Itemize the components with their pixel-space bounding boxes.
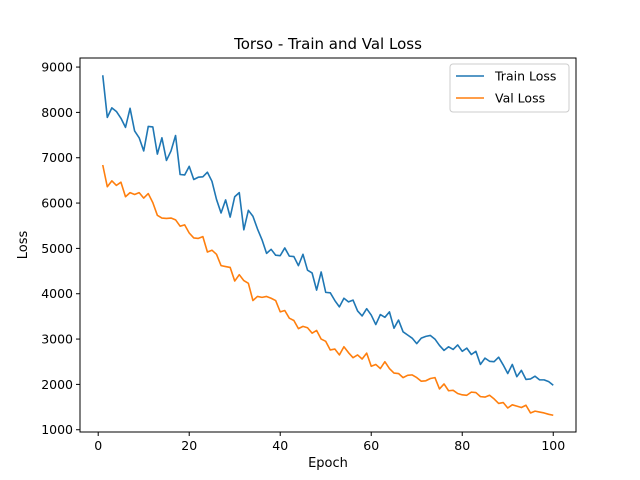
y-tick-label: 4000 [41, 286, 73, 301]
plot-area-frame [79, 57, 577, 433]
legend: Train Loss Val Loss [449, 63, 570, 113]
x-tick-label: 80 [454, 438, 470, 453]
x-tick-label: 60 [363, 438, 379, 453]
series-layer [101, 75, 554, 417]
axes-layer [79, 57, 577, 433]
x-tick-label: 0 [94, 438, 102, 453]
y-tick-label: 5000 [41, 241, 73, 256]
x-tick-label: 20 [181, 438, 197, 453]
y-tick-label: 6000 [41, 196, 73, 211]
y-tick-label: 8000 [41, 105, 73, 120]
x-tick-label: 100 [541, 438, 565, 453]
legend-label-train-loss: Train Loss [494, 69, 556, 84]
chart-title: Torso - Train and Val Loss [233, 35, 422, 53]
ticks-layer: 0 20 40 60 80 100 1000 2000 3000 4000 5000 6000 7000… [41, 60, 565, 453]
y-axis-label: Loss [16, 231, 31, 260]
series-line-val-loss [101, 164, 554, 417]
y-tick-label: 2000 [41, 377, 73, 392]
y-tick-label: 1000 [41, 422, 73, 437]
y-tick-label: 9000 [41, 60, 73, 75]
legend-label-val-loss: Val Loss [495, 91, 545, 106]
x-axis-label: Epoch [308, 456, 348, 471]
x-tick-label: 40 [272, 438, 288, 453]
y-tick-label: 3000 [41, 332, 73, 347]
y-tick-label: 7000 [41, 150, 73, 165]
series-line-train-loss [101, 75, 554, 386]
